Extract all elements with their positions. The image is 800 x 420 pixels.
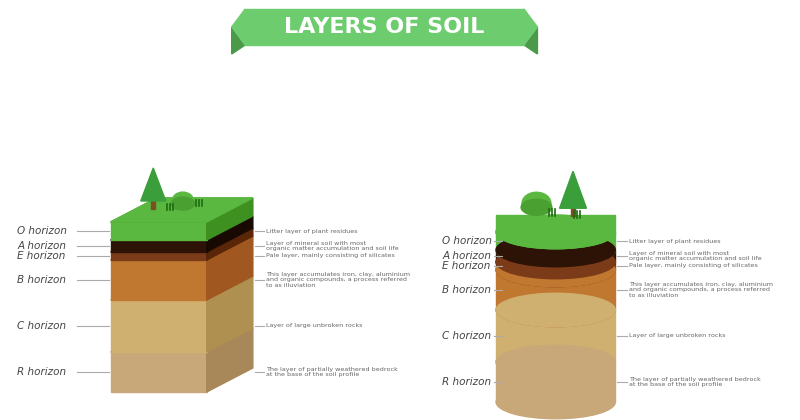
Text: E horizon: E horizon [442,261,490,271]
Ellipse shape [496,215,615,249]
Polygon shape [110,276,253,300]
Polygon shape [524,9,538,45]
Polygon shape [206,198,253,240]
Polygon shape [232,9,245,45]
Bar [245,9,524,45]
Text: LAYERS OF SOIL: LAYERS OF SOIL [284,17,485,37]
Ellipse shape [496,253,615,287]
Polygon shape [206,236,253,300]
Text: B horizon: B horizon [18,275,66,285]
Text: Litter layer of plant residues: Litter layer of plant residues [629,239,721,244]
Ellipse shape [171,197,194,210]
Polygon shape [110,236,253,260]
Text: Litter layer of plant residues: Litter layer of plant residues [266,228,358,234]
Polygon shape [232,27,245,54]
Polygon shape [110,328,253,352]
Polygon shape [110,222,206,240]
Text: R horizon: R horizon [18,367,66,377]
Text: The layer of partially weathered bedrock
at the base of the soil profile: The layer of partially weathered bedrock… [629,377,761,387]
Ellipse shape [496,245,615,279]
Text: The layer of partially weathered bedrock
at the base of the soil profile: The layer of partially weathered bedrock… [266,367,398,378]
Polygon shape [110,300,206,352]
Ellipse shape [496,345,615,379]
Polygon shape [110,216,253,240]
Text: Pale layer, mainly consisting of silicates: Pale layer, mainly consisting of silicat… [266,254,395,258]
Polygon shape [559,171,586,208]
Text: A horizon: A horizon [18,241,66,251]
Polygon shape [206,328,253,392]
Ellipse shape [496,345,615,379]
Bar [151,200,155,209]
Text: Layer of large unbroken rocks: Layer of large unbroken rocks [629,333,726,339]
Text: Pale layer, mainly consisting of silicates: Pale layer, mainly consisting of silicat… [629,263,758,268]
Text: E horizon: E horizon [18,251,66,261]
Polygon shape [110,252,206,260]
Ellipse shape [496,233,615,267]
Bar [496,310,615,362]
Polygon shape [141,168,166,201]
Polygon shape [206,276,253,352]
Polygon shape [110,260,206,300]
Text: O horizon: O horizon [18,226,67,236]
Text: R horizon: R horizon [442,377,491,387]
Ellipse shape [522,192,551,214]
Ellipse shape [496,215,615,249]
Ellipse shape [496,293,615,327]
Polygon shape [110,198,253,222]
Bar [496,215,615,234]
Polygon shape [110,240,206,252]
Bar [496,232,615,250]
Polygon shape [110,198,253,222]
Text: C horizon: C horizon [442,331,491,341]
Polygon shape [110,352,206,392]
Bar [496,362,615,402]
Polygon shape [110,228,253,252]
Text: C horizon: C horizon [18,321,66,331]
Ellipse shape [496,233,615,267]
Text: This layer accumulates iron, clay, aluminium
and organic compounds, a process re: This layer accumulates iron, clay, alumi… [629,282,773,298]
Bar [571,207,575,216]
Text: O horizon: O horizon [442,236,492,246]
Bar [496,262,615,270]
Polygon shape [206,216,253,252]
Text: Layer of large unbroken rocks: Layer of large unbroken rocks [266,323,363,328]
Ellipse shape [496,253,615,287]
Bar [496,270,615,310]
Ellipse shape [496,385,615,419]
Text: Layer of mineral soil with most
organic matter accumulation and soil life: Layer of mineral soil with most organic … [266,241,399,252]
Text: A horizon: A horizon [442,251,491,261]
Bar [496,250,615,262]
Text: Layer of mineral soil with most
organic matter accumulation and soil life: Layer of mineral soil with most organic … [629,251,762,261]
Polygon shape [206,228,253,260]
Text: This layer accumulates iron, clay, aluminium
and organic compounds, a process re: This layer accumulates iron, clay, alumi… [266,272,410,288]
Ellipse shape [521,199,552,215]
Text: B horizon: B horizon [442,285,491,295]
Ellipse shape [172,192,194,209]
Ellipse shape [496,293,615,327]
Polygon shape [524,27,538,54]
Ellipse shape [496,245,615,279]
